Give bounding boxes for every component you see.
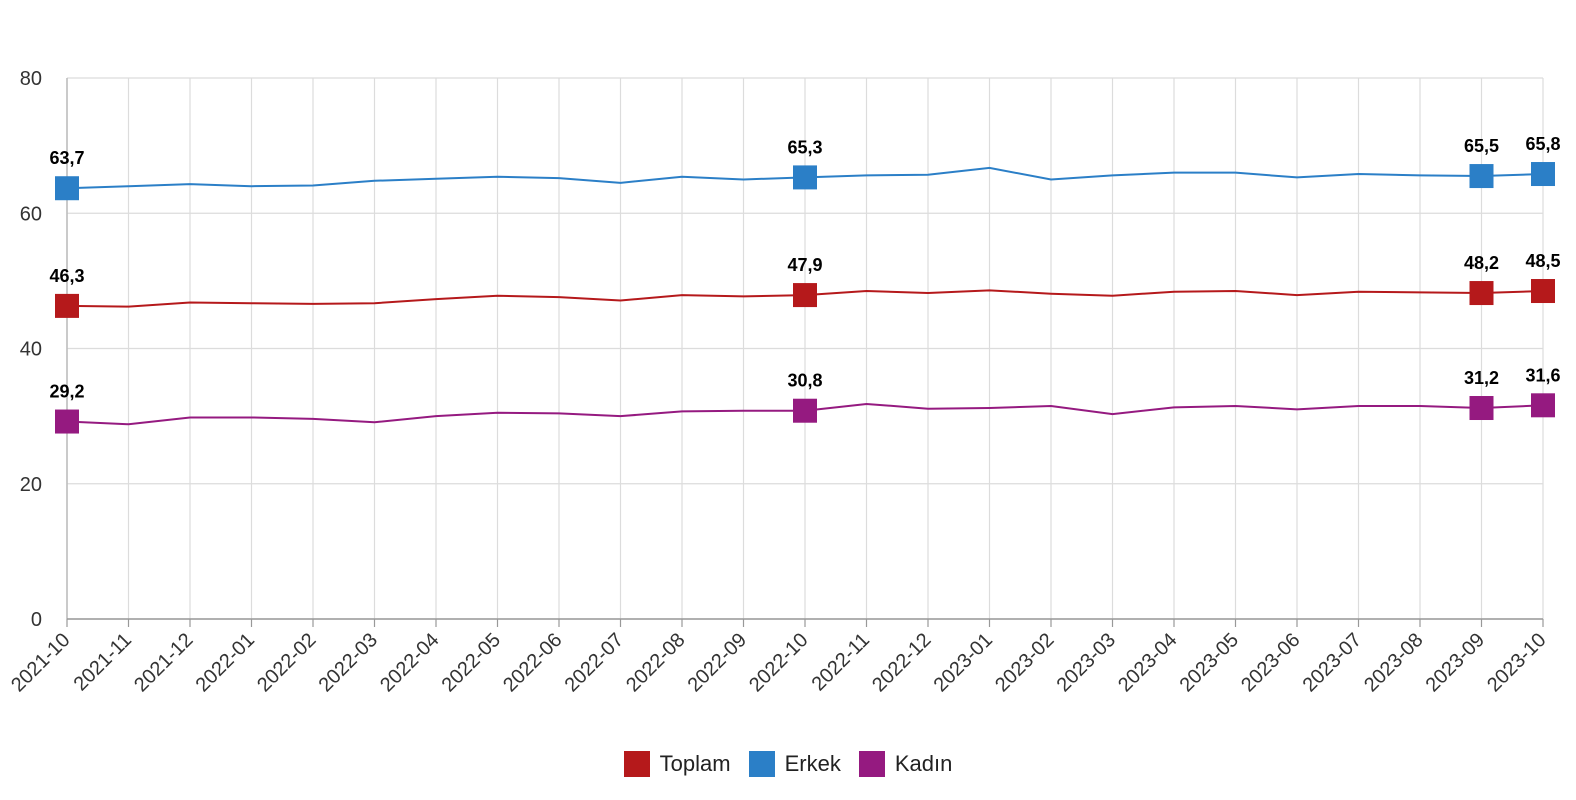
x-tick-label: 2022-09: [684, 629, 751, 696]
series-marker-erkek: [1469, 164, 1494, 189]
data-label-erkek: 65,8: [1525, 134, 1560, 154]
legend-swatch: [858, 751, 885, 777]
x-tick-label: 2023-03: [1053, 629, 1120, 696]
series-marker-erkek: [1531, 162, 1555, 187]
x-tick-label: 2023-02: [991, 629, 1058, 696]
x-tick-label: 2023-10: [1483, 629, 1550, 696]
y-tick-label: 60: [20, 203, 42, 225]
x-tick-label: 2022-10: [745, 629, 812, 696]
data-label-kad-n: 30,8: [787, 371, 822, 391]
legend-swatch: [748, 751, 775, 777]
series-marker-kad-n: [55, 409, 79, 434]
x-tick-label: 2022-04: [376, 629, 443, 696]
data-label-kad-n: 29,2: [49, 382, 84, 402]
data-label-toplam: 46,3: [49, 266, 84, 286]
x-tick-label: 2021-11: [70, 629, 136, 695]
data-label-erkek: 63,7: [49, 148, 84, 168]
series-marker-toplam: [1531, 279, 1555, 304]
series-marker-erkek: [55, 176, 79, 201]
data-label-erkek: 65,3: [787, 137, 822, 157]
x-tick-label: 2023-05: [1176, 629, 1243, 696]
series-marker-toplam: [793, 283, 817, 308]
x-axis: 2021-102021-112021-122022-012022-022022-…: [7, 618, 1551, 696]
series-marker-erkek: [793, 165, 817, 190]
x-tick-label: 2023-04: [1114, 629, 1181, 696]
x-tick-label: 2022-12: [868, 629, 935, 696]
data-labels: 46,3 47,9 48,2 48,5 63,7 65,3 65,5 65,8 29,2 30,8…: [49, 134, 1560, 402]
legend-item-kad-n[interactable]: Kadın: [858, 751, 953, 777]
x-tick-label: 2022-03: [315, 629, 382, 696]
x-tick-label: 2023-06: [1237, 629, 1304, 696]
legend-label: Kadın: [894, 751, 953, 776]
x-tick-label: 2023-08: [1360, 629, 1427, 696]
data-label-kad-n: 31,2: [1464, 368, 1499, 388]
data-label-erkek: 65,5: [1464, 136, 1499, 156]
legend: Toplam Erkek Kadın: [0, 746, 1576, 782]
y-tick-label: 0: [31, 609, 42, 631]
legend-label: Erkek: [784, 751, 841, 776]
y-tick-label: 80: [20, 68, 42, 90]
data-label-toplam: 47,9: [787, 255, 822, 275]
y-tick-label: 20: [20, 474, 42, 496]
x-tick-label: 2022-11: [808, 629, 874, 695]
series-marker-toplam: [1469, 281, 1494, 306]
legend-item-toplam[interactable]: Toplam: [623, 751, 731, 777]
x-tick-label: 2022-05: [438, 629, 505, 696]
x-tick-label: 2023-01: [930, 629, 997, 696]
x-tick-label: 2021-10: [7, 629, 74, 696]
x-tick-label: 2022-08: [622, 629, 689, 696]
series-marker-kad-n: [1531, 393, 1555, 418]
x-tick-label: 2022-07: [561, 629, 628, 696]
x-tick-label: 2022-02: [253, 629, 320, 696]
legend-label: Toplam: [659, 751, 731, 776]
x-tick-label: 2022-06: [499, 629, 566, 696]
x-tick-label: 2021-12: [130, 629, 197, 696]
data-label-kad-n: 31,6: [1525, 365, 1560, 385]
series-group: [55, 162, 1555, 434]
data-label-toplam: 48,2: [1464, 253, 1499, 273]
y-tick-label: 40: [20, 339, 42, 361]
grid-lines: [66, 77, 1544, 620]
series-marker-kad-n: [1469, 396, 1494, 421]
series-marker-toplam: [55, 293, 79, 318]
x-tick-label: 2022-01: [192, 629, 259, 696]
x-tick-label: 2023-09: [1422, 629, 1489, 696]
x-tick-label: 2023-07: [1299, 629, 1366, 696]
series-marker-kad-n: [793, 398, 817, 423]
y-axis: 0 20 40 60 80: [20, 68, 68, 631]
legend-swatch: [623, 751, 650, 777]
data-label-toplam: 48,5: [1525, 251, 1560, 271]
legend-item-erkek[interactable]: Erkek: [748, 751, 841, 777]
